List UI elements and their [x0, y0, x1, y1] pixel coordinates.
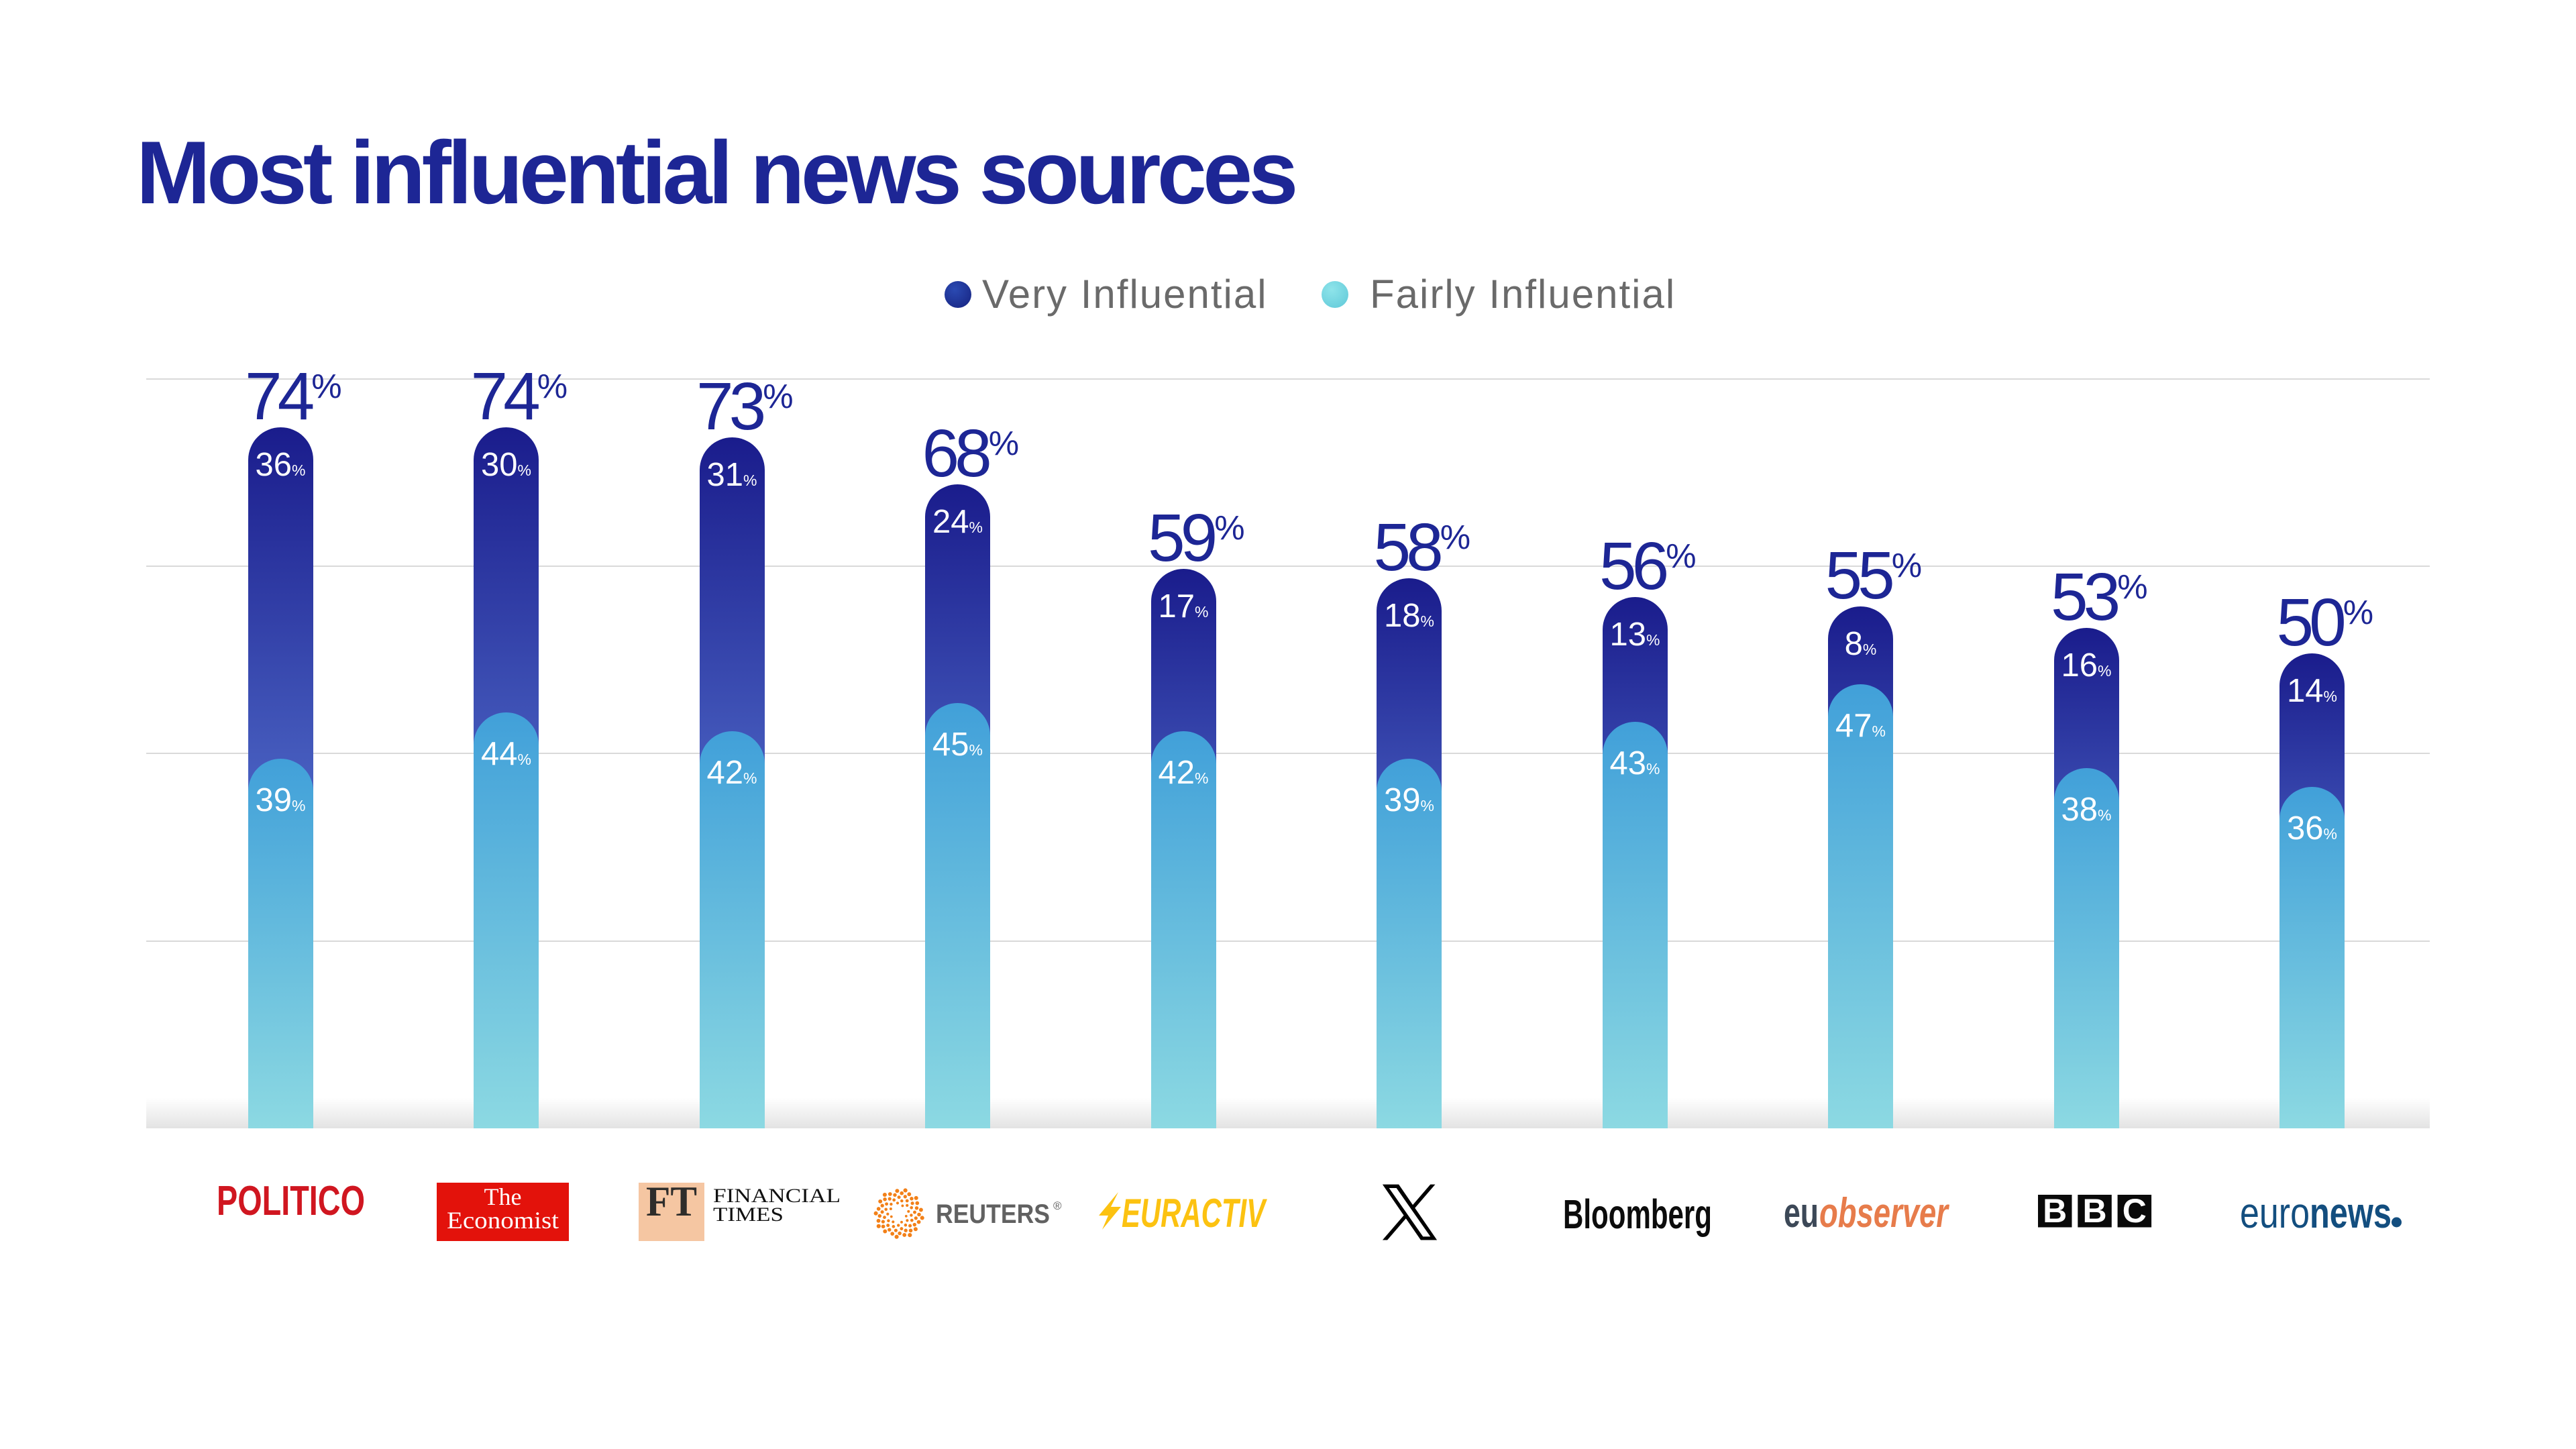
svg-text:FT: FT: [646, 1177, 697, 1225]
svg-text:®: ®: [1053, 1199, 1062, 1212]
svg-text:REUTERS: REUTERS: [936, 1199, 1050, 1229]
svg-text:B: B: [2043, 1192, 2067, 1230]
svg-text:eu: eu: [1784, 1190, 1819, 1236]
svg-text:POLITICO: POLITICO: [217, 1178, 365, 1224]
svg-text:Economist: Economist: [447, 1207, 559, 1234]
svg-text:news: news: [2310, 1189, 2392, 1237]
svg-text:EURACTIV: EURACTIV: [1122, 1191, 1267, 1236]
svg-text:C: C: [2123, 1192, 2147, 1230]
svg-text:Bloomberg: Bloomberg: [1563, 1191, 1712, 1237]
svg-text:FINANCIAL: FINANCIAL: [713, 1185, 841, 1207]
svg-text:observer: observer: [1819, 1190, 1949, 1236]
svg-text:euro: euro: [2240, 1189, 2310, 1237]
svg-text:B: B: [2082, 1192, 2106, 1230]
svg-text:The: The: [484, 1183, 522, 1210]
svg-text:TIMES: TIMES: [713, 1203, 784, 1226]
